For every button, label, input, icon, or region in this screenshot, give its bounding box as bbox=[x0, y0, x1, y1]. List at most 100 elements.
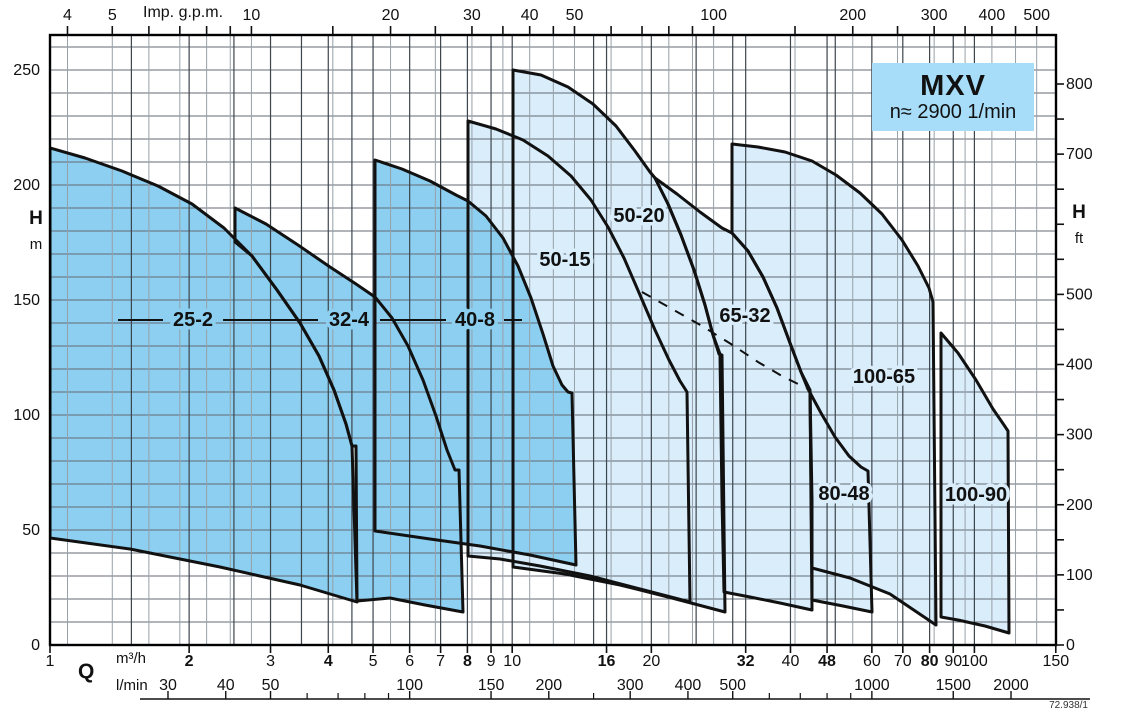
axis-tick-label: 300 bbox=[1066, 427, 1093, 444]
axis-tick-label: 300 bbox=[921, 7, 948, 24]
axis-tick-label: 60 bbox=[863, 653, 881, 670]
region-label-32-4: 32-4 bbox=[329, 309, 370, 331]
left-axis: 0 50 100 150 200 250 bbox=[13, 62, 40, 654]
axis-tick-label: 1 bbox=[46, 653, 55, 670]
axis-tick-label: 400 bbox=[675, 677, 702, 694]
axis-tick-label: 70 bbox=[894, 653, 912, 670]
axis-tick-label: 400 bbox=[979, 7, 1006, 24]
left-axis-symbol: H bbox=[29, 208, 43, 229]
axis-tick-label: 80 bbox=[921, 653, 939, 670]
axis-tick-label: 4 bbox=[324, 653, 333, 670]
axis-tick-label: 100 bbox=[13, 407, 40, 424]
flow-axis-symbol: Q bbox=[78, 660, 95, 683]
axis-tick-label: 32 bbox=[737, 653, 755, 670]
axis-tick-label: 7 bbox=[436, 653, 445, 670]
axis-tick-label: 100 bbox=[1066, 567, 1093, 584]
axis-tick-label: 100 bbox=[961, 653, 988, 670]
axis-tick-label: 9 bbox=[487, 653, 496, 670]
axis-tick-label: 300 bbox=[617, 677, 644, 694]
axis-tick-label: 100 bbox=[396, 677, 423, 694]
axis-tick-label: 8 bbox=[463, 653, 472, 670]
bottom-axis-lmin: 30 40 50 100 150 200 300 400 500 1000 1500 2000 bbox=[140, 677, 1090, 700]
axis-tick-label: 48 bbox=[818, 653, 836, 670]
envelope-outline-32-4 bbox=[233, 206, 465, 614]
axis-tick-label: 6 bbox=[405, 653, 414, 670]
top-axis: 4 5 10 20 30 40 50 100 200 300 400 500 bbox=[63, 7, 1050, 35]
dashed-guide-line bbox=[641, 291, 807, 389]
series-name: MXV bbox=[920, 69, 986, 102]
axis-tick-label: 200 bbox=[1066, 497, 1093, 514]
right-axis-title: H ft bbox=[1068, 202, 1090, 247]
axis-tick-label: 40 bbox=[782, 653, 800, 670]
axis-tick-label: 200 bbox=[535, 677, 562, 694]
axis-tick-label: 200 bbox=[13, 177, 40, 194]
flow-unit-lmin: l/min bbox=[116, 677, 148, 694]
region-label-100-65: 100-65 bbox=[853, 366, 915, 388]
series-speed: n≈ 2900 1/min bbox=[889, 101, 1017, 124]
region-label-40-8: 40-8 bbox=[455, 309, 495, 331]
axis-tick-label: 16 bbox=[598, 653, 616, 670]
axis-tick-label: 200 bbox=[839, 7, 866, 24]
axis-tick-label: 500 bbox=[1023, 7, 1050, 24]
envelope-fill-65-32 bbox=[655, 178, 812, 610]
axis-tick-label: 2000 bbox=[993, 677, 1029, 694]
envelope-outline-40-8 bbox=[373, 158, 578, 567]
envelope-outline-50-15 bbox=[466, 119, 692, 604]
axis-tick-label: 0 bbox=[31, 637, 40, 654]
axis-tick-label: 20 bbox=[642, 653, 660, 670]
axis-tick-label: 40 bbox=[217, 677, 235, 694]
plot-area: 50-15 50-20 65-32 80-48 100-65 100-90 25-2 32-4… bbox=[50, 35, 1056, 645]
axis-tick-label: 10 bbox=[503, 653, 521, 670]
envelope-outline-100-65 bbox=[730, 142, 938, 627]
axis-tick-label: 90 bbox=[944, 653, 962, 670]
axis-tick-label: 150 bbox=[478, 677, 505, 694]
region-label-100-90: 100-90 bbox=[945, 484, 1007, 506]
axis-tick-label: 20 bbox=[382, 7, 400, 24]
axis-tick-label: 40 bbox=[521, 7, 539, 24]
region-label-50-15: 50-15 bbox=[539, 249, 590, 271]
right-axis-symbol: H bbox=[1072, 202, 1086, 223]
flow-unit-m3h: m³/h bbox=[116, 650, 146, 667]
axis-tick-label: 30 bbox=[463, 7, 481, 24]
axis-tick-label: 1500 bbox=[935, 677, 971, 694]
axis-tick-label: 50 bbox=[22, 522, 40, 539]
axis-tick-label: 3 bbox=[266, 653, 275, 670]
axis-tick-label: 30 bbox=[159, 677, 177, 694]
axis-tick-label: 10 bbox=[243, 7, 261, 24]
axis-tick-label: 1000 bbox=[854, 677, 890, 694]
left-axis-title: H m bbox=[26, 208, 46, 253]
axis-tick-label: 250 bbox=[13, 62, 40, 79]
axis-tick-label: 50 bbox=[262, 677, 280, 694]
axis-tick-label: 5 bbox=[108, 7, 117, 24]
axis-tick-label: 5 bbox=[369, 653, 378, 670]
axis-tick-label: 400 bbox=[1066, 357, 1093, 374]
series-title-box: MXV n≈ 2900 1/min bbox=[872, 63, 1034, 131]
top-axis-title: Imp. g.p.m. bbox=[143, 4, 224, 21]
envelope-fill-40-8 bbox=[375, 160, 576, 565]
right-axis: 0 100 200 300 400 500 700 800 bbox=[1056, 76, 1093, 654]
drawing-number: 72.938/1 bbox=[1049, 700, 1088, 711]
region-label-25-2: 25-2 bbox=[173, 309, 213, 331]
axis-tick-label: 0 bbox=[1066, 637, 1075, 654]
axis-tick-label: 4 bbox=[63, 7, 72, 24]
axis-tick-label: 150 bbox=[1042, 653, 1069, 670]
axis-tick-label: 800 bbox=[1066, 76, 1093, 93]
region-label-50-20: 50-20 bbox=[613, 205, 664, 227]
axis-tick-label: 50 bbox=[566, 7, 584, 24]
axis-tick-label: 150 bbox=[13, 292, 40, 309]
region-label-65-32: 65-32 bbox=[719, 305, 770, 327]
axis-tick-label: 500 bbox=[719, 677, 746, 694]
region-label-80-48: 80-48 bbox=[818, 483, 869, 505]
envelope-fill-25-2 bbox=[50, 148, 357, 602]
axis-tick-label: 500 bbox=[1066, 286, 1093, 303]
axis-tick-label: 700 bbox=[1066, 146, 1093, 163]
left-axis-unit: m bbox=[29, 236, 43, 253]
axis-tick-label: 2 bbox=[185, 653, 194, 670]
axis-tick-label: 100 bbox=[700, 7, 727, 24]
envelope-outline-100-90 bbox=[939, 331, 1011, 635]
right-axis-unit: ft bbox=[1074, 230, 1084, 247]
envelope-fill-100-65 bbox=[732, 144, 936, 625]
